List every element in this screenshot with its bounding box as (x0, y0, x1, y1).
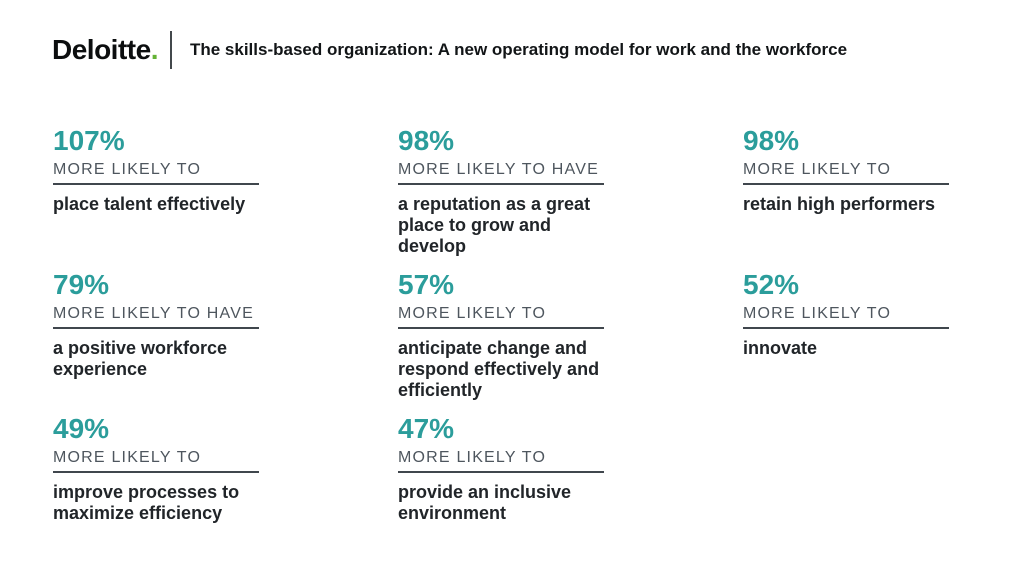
stat-value: 49% (53, 413, 110, 444)
stat-label: MORE LIKELY TO (743, 305, 892, 322)
stat-rule (398, 327, 604, 330)
logo-text: Deloitte (52, 34, 151, 65)
stat-rule (53, 471, 259, 474)
stat-description: improve processes to maximize efficiency (53, 482, 240, 524)
stat-card-place-talent: 107% MORE LIKELY TO place talent effecti… (53, 127, 259, 271)
stat-description: retain high performers (743, 194, 936, 215)
stat-description: provide an inclusive environment (398, 482, 572, 524)
stat-rule (53, 327, 259, 330)
stat-label: MORE LIKELY TO (743, 161, 892, 178)
stat-description: a reputation as a great place to grow an… (398, 194, 591, 257)
stat-value: 107% (53, 125, 125, 156)
stat-rule (53, 183, 259, 186)
header-divider (169, 31, 172, 69)
stats-grid: 107% MORE LIKELY TO place talent effecti… (53, 127, 949, 559)
stat-label: MORE LIKELY TO (53, 161, 202, 178)
stat-card-workforce-experience: 79% MORE LIKELY TO HAVE a positive workf… (53, 271, 259, 415)
stat-label: MORE LIKELY TO HAVE (53, 305, 254, 322)
header-logo: Deloitte. (52, 36, 158, 64)
stat-card-anticipate-change: 57% MORE LIKELY TO anticipate change and… (398, 271, 604, 415)
stat-value: 98% (398, 125, 455, 156)
stat-card-innovate: 52% MORE LIKELY TO innovate (743, 271, 949, 415)
logo-green-dot: . (150, 34, 159, 65)
stat-rule (743, 183, 949, 186)
stat-value: 57% (398, 269, 455, 300)
stat-card-inclusive-environment: 47% MORE LIKELY TO provide an inclusive … (398, 415, 604, 559)
stat-description: place talent effectively (53, 194, 246, 215)
stat-description: anticipate change and respond effectivel… (398, 338, 600, 401)
stat-card-reputation: 98% MORE LIKELY TO HAVE a reputation as … (398, 127, 604, 271)
stat-label: MORE LIKELY TO (398, 449, 547, 466)
stat-value: 47% (398, 413, 455, 444)
stat-value: 52% (743, 269, 800, 300)
stat-rule (398, 471, 604, 474)
stat-description: a positive workforce experience (53, 338, 228, 380)
stat-card-retain-performers: 98% MORE LIKELY TO retain high performer… (743, 127, 949, 271)
stat-card-improve-processes: 49% MORE LIKELY TO improve processes to … (53, 415, 259, 559)
stat-value: 98% (743, 125, 800, 156)
stat-rule (398, 183, 604, 186)
header: Deloitte. The skills-based organization:… (52, 30, 847, 70)
stat-value: 79% (53, 269, 110, 300)
stat-rule (743, 327, 949, 330)
stat-label: MORE LIKELY TO HAVE (398, 161, 599, 178)
page-title: The skills-based organization: A new ope… (189, 39, 848, 59)
stat-label: MORE LIKELY TO (53, 449, 202, 466)
stat-label: MORE LIKELY TO (398, 305, 547, 322)
stat-description: innovate (743, 338, 818, 359)
